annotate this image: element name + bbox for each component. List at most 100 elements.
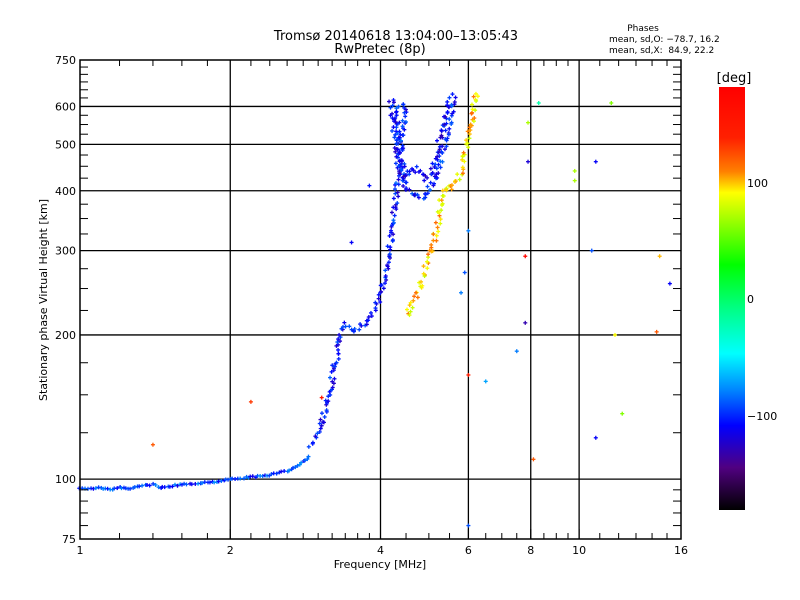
data-point — [472, 116, 477, 121]
phases-annotation-o: mean, sd,O: −78.7, 16.2 — [609, 35, 720, 45]
data-point — [162, 485, 167, 490]
data-point — [465, 141, 470, 146]
data-point — [443, 137, 448, 142]
data-point — [319, 395, 324, 400]
data-point — [428, 187, 433, 192]
data-point — [335, 340, 340, 345]
data-point — [418, 168, 423, 173]
data-point — [612, 332, 617, 337]
data-point — [433, 220, 438, 225]
data-point — [428, 180, 433, 185]
data-point — [403, 119, 408, 124]
data-point — [398, 162, 403, 167]
data-point — [373, 300, 378, 305]
data-point — [302, 458, 307, 463]
data-point — [425, 266, 430, 271]
data-point — [326, 394, 331, 399]
data-point — [390, 128, 395, 133]
data-point — [465, 129, 470, 134]
data-point — [453, 179, 458, 184]
data-point — [241, 476, 246, 481]
data-point — [389, 210, 394, 215]
data-point — [466, 523, 471, 528]
data-point — [425, 259, 430, 264]
chart-title: Tromsø 20140618 13:04:00–13:05:43 — [273, 29, 518, 44]
data-point — [391, 100, 396, 105]
data-point — [468, 128, 473, 133]
data-point — [330, 363, 335, 368]
data-point — [358, 322, 363, 327]
data-point — [536, 100, 541, 105]
data-point — [442, 147, 447, 152]
data-point — [393, 191, 398, 196]
data-point — [387, 99, 392, 104]
data-point — [395, 201, 400, 206]
data-point — [445, 109, 450, 114]
data-point — [420, 283, 425, 288]
data-point — [408, 309, 413, 314]
data-point — [421, 264, 426, 269]
data-point — [151, 481, 156, 486]
data-point — [343, 324, 348, 329]
data-point — [399, 167, 404, 172]
data-point — [440, 135, 445, 140]
grid-layer — [80, 60, 681, 539]
data-point — [319, 411, 324, 416]
data-point — [397, 129, 402, 134]
data-point — [450, 92, 455, 97]
data-point — [331, 381, 336, 386]
data-point — [396, 173, 401, 178]
data-point — [609, 100, 614, 105]
data-point — [384, 277, 389, 282]
data-point — [396, 194, 401, 199]
x-tick-label: 6 — [465, 544, 472, 557]
data-point — [423, 192, 428, 197]
data-point — [207, 480, 212, 485]
data-point — [342, 320, 347, 325]
chart-subtitle: RwPretec (8p) — [334, 42, 425, 57]
data-point — [438, 221, 443, 226]
data-point — [444, 144, 449, 149]
data-point — [415, 295, 420, 300]
data-point — [366, 315, 371, 320]
data-point — [267, 473, 272, 478]
data-point — [420, 172, 425, 177]
data-point — [446, 132, 451, 137]
data-point — [400, 124, 405, 129]
data-point — [467, 125, 472, 130]
y-tick-label: 300 — [55, 245, 76, 258]
data-point — [386, 260, 391, 265]
data-point — [470, 107, 475, 112]
y-tick-label: 200 — [55, 329, 76, 342]
data-point — [379, 289, 384, 294]
data-point — [376, 292, 381, 297]
data-point — [337, 332, 342, 337]
data-point — [483, 379, 488, 384]
data-point — [443, 128, 448, 133]
data-point — [447, 126, 452, 131]
data-point — [471, 94, 476, 99]
data-point — [336, 342, 341, 347]
data-point — [447, 95, 452, 100]
data-point — [274, 471, 279, 476]
data-point — [334, 360, 339, 365]
data-point — [156, 485, 161, 490]
data-point — [460, 165, 465, 170]
data-point — [329, 369, 334, 374]
data-point — [299, 460, 304, 465]
data-point — [332, 376, 337, 381]
data-point — [226, 477, 231, 482]
data-point — [593, 435, 598, 440]
x-tick-label: 8 — [527, 544, 534, 557]
data-point — [437, 144, 442, 149]
data-point — [376, 296, 381, 301]
data-point — [317, 429, 322, 434]
data-point — [461, 150, 466, 155]
data-point — [393, 187, 398, 192]
data-point — [338, 335, 343, 340]
data-point — [435, 154, 440, 159]
data-point — [137, 484, 142, 489]
y-tick-label: 600 — [55, 100, 76, 113]
data-point — [388, 105, 393, 110]
data-point — [338, 339, 343, 344]
